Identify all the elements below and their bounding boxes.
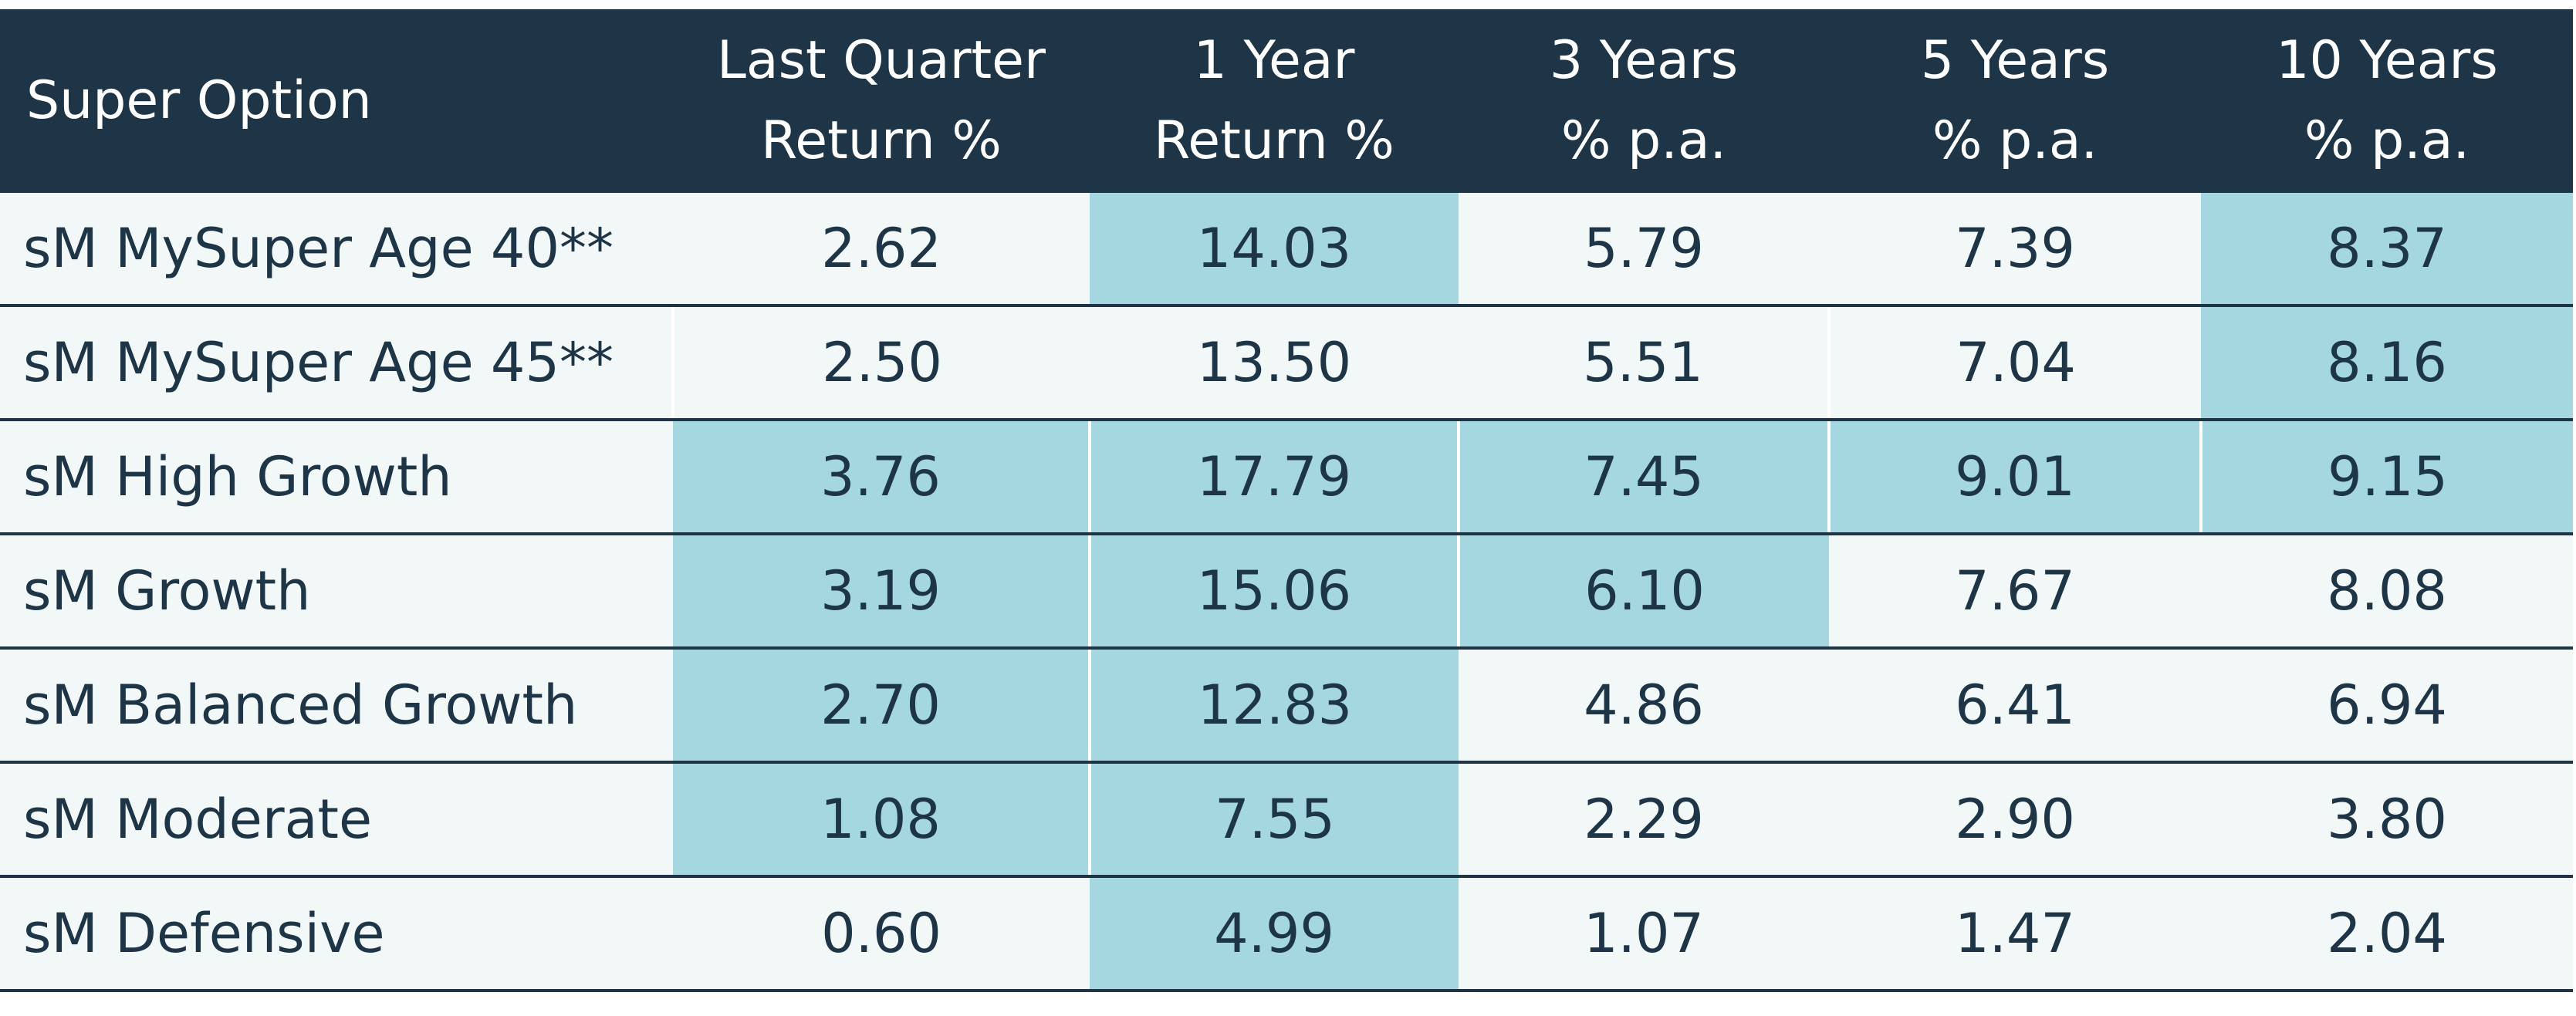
return-value-cell: 14.03 (1090, 193, 1459, 307)
return-value-cell: 4.99 (1090, 876, 1459, 992)
return-value-cell: 12.83 (1088, 648, 1459, 764)
return-value-cell: 8.08 (2201, 534, 2573, 650)
return-value-cell: 15.06 (1088, 534, 1459, 650)
return-value-cell: 2.70 (673, 648, 1090, 764)
return-value-cell: 2.50 (671, 305, 1090, 421)
table-row: sM Moderate 1.08 7.55 2.29 2.90 3.80 (0, 762, 2573, 878)
super-option-name: sM MySuper Age 40** (0, 193, 673, 307)
header-label-line: Super Option (26, 70, 372, 131)
column-header-10-years: 10 Years % p.a. (2201, 9, 2573, 193)
return-value-cell: 2.90 (1829, 762, 2201, 878)
header-label-line: 10 Years (2276, 30, 2498, 91)
header-label-line: % p.a. (1560, 110, 1727, 171)
return-value-cell: 9.01 (1827, 420, 2201, 535)
table-row: sM Defensive 0.60 4.99 1.07 1.47 2.04 (0, 876, 2573, 992)
super-option-name: sM Moderate (0, 762, 673, 878)
super-option-name: sM MySuper Age 45** (0, 305, 673, 421)
header-label-line: 1 Year (1193, 30, 1355, 91)
column-header-1-year: 1 Year Return % (1090, 9, 1459, 193)
return-value-cell: 1.07 (1459, 876, 1829, 992)
super-option-name: sM Balanced Growth (0, 648, 673, 764)
returns-table: Super Option Last Quarter Return % 1 Year Re… (0, 9, 2573, 992)
header-label-line: 3 Years (1549, 30, 1739, 91)
return-value-cell: 5.79 (1459, 193, 1829, 307)
table-row: sM Growth 3.19 15.06 6.10 7.67 8.08 (0, 534, 2573, 650)
super-option-name: sM High Growth (0, 420, 673, 535)
return-value-cell: 3.19 (673, 534, 1090, 650)
return-value-cell: 9.15 (2199, 420, 2573, 535)
return-value-cell: 13.50 (1090, 305, 1459, 421)
column-header-5-years: 5 Years % p.a. (1829, 9, 2201, 193)
table-row: sM MySuper Age 45** 2.50 13.50 5.51 7.04 8.16 (0, 305, 2573, 421)
return-value-cell: 3.76 (673, 420, 1090, 535)
return-value-cell: 2.29 (1459, 762, 1829, 878)
super-option-name: sM Defensive (0, 876, 673, 992)
header-label-line: 5 Years (1920, 30, 2110, 91)
return-value-cell: 8.16 (2201, 305, 2573, 421)
column-header-last-quarter: Last Quarter Return % (673, 9, 1090, 193)
header-row: Super Option Last Quarter Return % 1 Year Re… (0, 9, 2573, 193)
header-label-line: Last Quarter (717, 30, 1046, 91)
return-value-cell: 7.04 (1827, 305, 2201, 421)
return-value-cell: 1.47 (1829, 876, 2201, 992)
header-label-line: % p.a. (2304, 110, 2470, 171)
return-value-cell: 1.08 (673, 762, 1090, 878)
return-value-cell: 2.62 (673, 193, 1090, 307)
column-header-super-option: Super Option (0, 9, 673, 193)
table-row: sM MySuper Age 40** 2.62 14.03 5.79 7.39 8.37 (0, 193, 2573, 307)
return-value-cell: 0.60 (673, 876, 1090, 992)
return-value-cell: 6.41 (1829, 648, 2201, 764)
return-value-cell: 2.04 (2201, 876, 2573, 992)
return-value-cell: 7.45 (1457, 420, 1829, 535)
header-label-line: Return % (1154, 110, 1394, 171)
return-value-cell: 7.39 (1829, 193, 2201, 307)
return-value-cell: 5.51 (1459, 305, 1829, 421)
return-value-cell: 7.55 (1088, 762, 1459, 878)
return-value-cell: 3.80 (2201, 762, 2573, 878)
super-option-name: sM Growth (0, 534, 673, 650)
return-value-cell: 8.37 (2201, 193, 2573, 307)
table-row: sM Balanced Growth 2.70 12.83 4.86 6.41 6.94 (0, 648, 2573, 764)
table-row: sM High Growth 3.76 17.79 7.45 9.01 9.15 (0, 420, 2573, 535)
return-value-cell: 6.94 (2201, 648, 2573, 764)
return-value-cell: 4.86 (1459, 648, 1829, 764)
header-label-line: % p.a. (1932, 110, 2098, 171)
column-header-3-years: 3 Years % p.a. (1459, 9, 1829, 193)
return-value-cell: 17.79 (1088, 420, 1459, 535)
return-value-cell: 6.10 (1457, 534, 1829, 650)
header-label-line: Return % (761, 110, 1002, 171)
return-value-cell: 7.67 (1829, 534, 2201, 650)
